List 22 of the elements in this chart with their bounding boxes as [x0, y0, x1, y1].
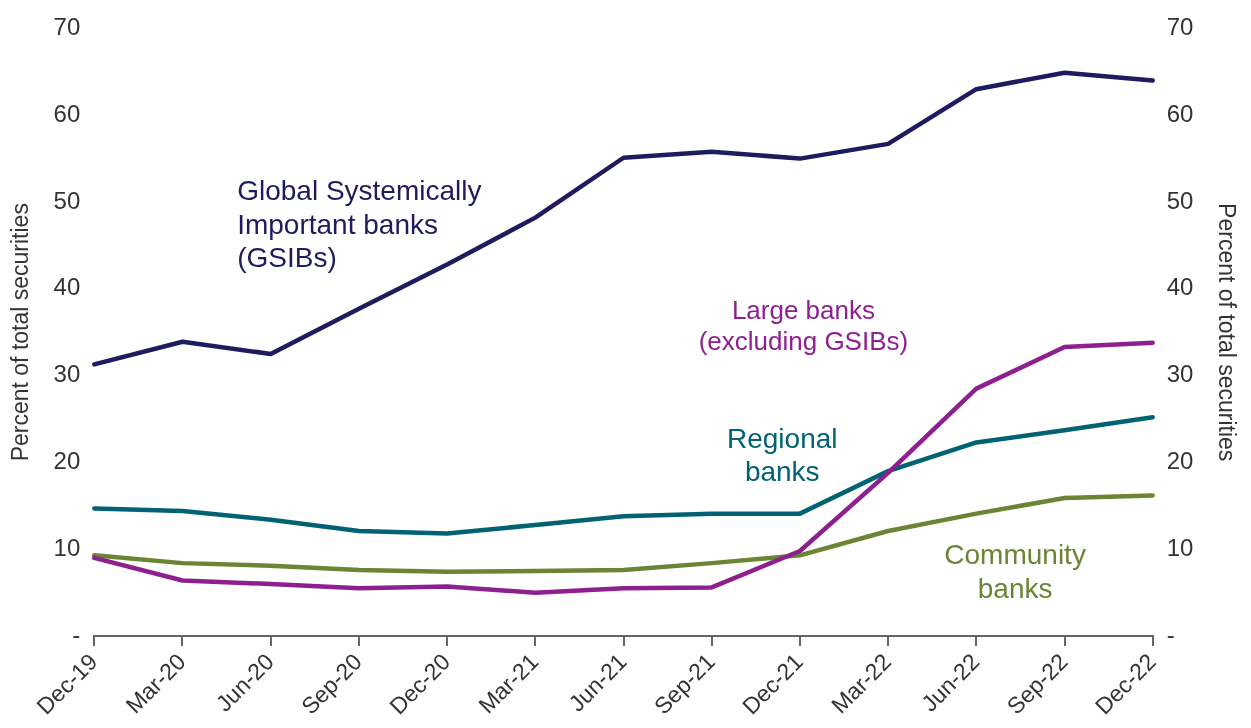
y-tick-label: 10 — [53, 533, 81, 561]
y-tick-label: 30 — [53, 360, 81, 388]
series-label: Regional banks — [727, 422, 838, 488]
y-tick-label: 60 — [53, 99, 81, 127]
y-tick-label: 20 — [53, 447, 81, 475]
y2-tick-label: 40 — [1166, 273, 1194, 301]
y-tick-label: 50 — [53, 186, 81, 214]
y2-tick-label: 60 — [1166, 99, 1194, 127]
y2-tick-label: 10 — [1166, 533, 1194, 561]
y-tick-label: 70 — [53, 13, 81, 41]
text: Large banks (excluding GSIBs) — [698, 294, 909, 356]
y-axis-title: Percent of total securities — [7, 203, 34, 462]
series-label: Global Systemically Important banks (GSIBs) — [237, 175, 482, 274]
y2-tick-label: 50 — [1166, 186, 1194, 214]
y2-tick-label: 30 — [1166, 360, 1194, 388]
y2-tick-label: 70 — [1166, 13, 1194, 41]
y2-axis-title: Percent of total securities — [1213, 203, 1240, 462]
series-label: Community banks — [944, 539, 1086, 604]
y-tick-label: 40 — [53, 273, 81, 301]
y2-tick-label: - — [1166, 620, 1175, 648]
y2-tick-label: 20 — [1166, 447, 1194, 475]
y-tick-label: - — [72, 620, 81, 648]
